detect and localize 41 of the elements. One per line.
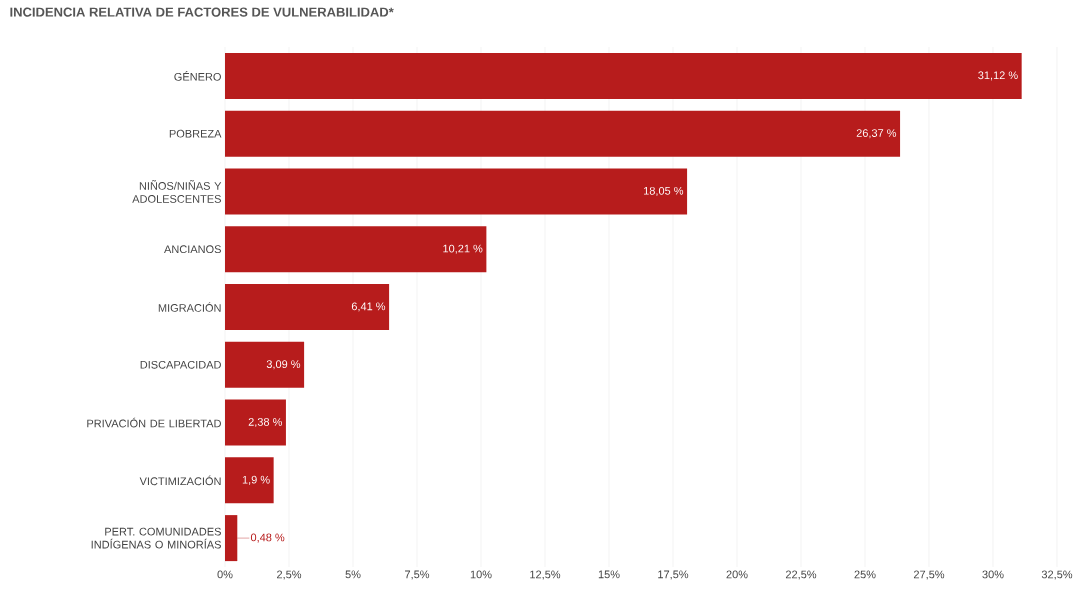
x-tick-label: 30%	[982, 570, 1004, 579]
data-label: 18,05 %	[644, 186, 684, 196]
data-label: 1,9 %	[242, 475, 270, 485]
bar	[225, 284, 390, 330]
x-tick-label: 25%	[854, 570, 876, 579]
bar	[225, 168, 688, 215]
y-tick-label: NIÑOS/NIÑAS Y ADOLESCENTES	[132, 180, 222, 203]
x-tick-label: 7,5%	[405, 570, 430, 580]
x-tick-label: 2,5%	[277, 570, 302, 580]
data-label: 2,38 %	[248, 418, 282, 428]
x-tick-label: 17,5%	[658, 570, 689, 580]
y-tick-label: POBREZA	[169, 129, 222, 138]
x-tick-label: 20%	[726, 570, 748, 579]
data-label: 3,09 %	[266, 360, 301, 370]
y-tick-label: PRIVACIÓN DE LIBERTAD	[87, 417, 221, 428]
x-tick-label: 15%	[598, 570, 620, 579]
y-tick-label: GÉNERO	[174, 71, 221, 81]
x-tick-label: 32,5%	[1041, 570, 1073, 580]
x-tick-label: 27,5%	[913, 570, 945, 580]
data-label: 31,12 %	[978, 71, 1018, 81]
bar	[225, 110, 901, 157]
bar	[225, 457, 274, 504]
x-tick-label: 5%	[345, 570, 361, 579]
x-tick-label: 12,5%	[530, 570, 561, 580]
y-tick-label: VICTIMIZACIÓN	[139, 475, 221, 486]
y-tick-label: DISCAPACIDAD	[140, 360, 221, 369]
data-label: 6,41 %	[351, 302, 386, 312]
y-tick-label: ANCIANOS	[164, 245, 221, 254]
data-label: 26,37 %	[856, 129, 897, 139]
bar	[225, 399, 286, 446]
bar	[225, 52, 1022, 99]
bar	[225, 341, 305, 388]
bar	[225, 226, 487, 273]
x-tick-label: 22,5%	[785, 570, 817, 580]
y-tick-label: MIGRACIÓN	[158, 302, 221, 312]
data-label: 0,48 %	[250, 533, 285, 543]
x-tick-label: 0%	[217, 570, 233, 579]
chart-title: INCIDENCIA RELATIVA DE FACTORES DE VULNERABILIDAD*	[10, 7, 394, 17]
x-tick-label: 10%	[470, 570, 492, 579]
y-tick-label: PERT. COMUNIDADES INDÍGENAS O MINORÍAS	[91, 527, 221, 549]
data-label: 10,21 %	[443, 244, 483, 254]
